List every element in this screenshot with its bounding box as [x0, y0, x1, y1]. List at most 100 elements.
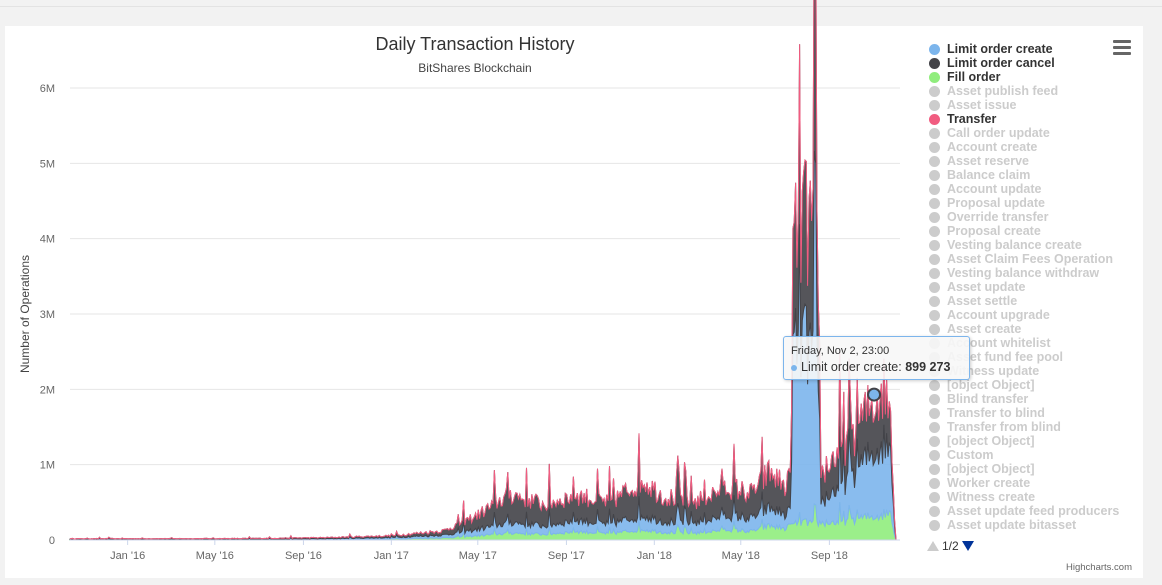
tooltip-line: Limit order create: 899 273: [791, 360, 950, 374]
legend-item[interactable]: [object Object]: [924, 462, 1134, 476]
legend-marker-icon: [929, 57, 940, 69]
legend-item[interactable]: Limit order cancel: [924, 56, 1134, 70]
legend-marker-icon: [929, 421, 940, 433]
legend-item[interactable]: Transfer: [924, 112, 1134, 126]
legend-item[interactable]: Asset issue: [924, 98, 1134, 112]
x-tick-label: Sep '16: [285, 550, 322, 562]
legend-marker-icon: [929, 225, 940, 237]
tooltip-separator: :: [898, 360, 906, 374]
legend-label: [object Object]: [947, 434, 1035, 448]
legend-label: Transfer to blind: [947, 406, 1045, 420]
legend-item[interactable]: Balance claim: [924, 168, 1134, 182]
legend-page-up-arrow[interactable]: [927, 541, 939, 551]
legend-marker-icon: [929, 393, 940, 405]
legend-item[interactable]: Worker create: [924, 476, 1134, 490]
legend-marker-icon: [929, 449, 940, 461]
legend-label: [object Object]: [947, 378, 1035, 392]
legend-label: Fill order: [947, 70, 1001, 84]
legend-label: Asset publish feed: [947, 84, 1059, 98]
legend-page-indicator: 1/2: [942, 539, 959, 553]
legend-marker-icon: [929, 323, 940, 335]
x-tick-label: May '16: [196, 550, 234, 562]
legend-page-down-arrow[interactable]: [961, 541, 974, 551]
legend: Limit order create Limit order cancel Fill…: [924, 42, 1134, 532]
legend-item[interactable]: Asset reserve: [924, 154, 1134, 168]
legend-item[interactable]: Asset update bitasset: [924, 518, 1134, 532]
legend-item[interactable]: Witness create: [924, 490, 1134, 504]
legend-item[interactable]: Vesting balance withdraw: [924, 266, 1134, 280]
legend-item[interactable]: Transfer from blind: [924, 420, 1134, 434]
y-tick-label: 1M: [40, 460, 55, 472]
legend-item[interactable]: Asset update feed producers: [924, 504, 1134, 518]
legend-label: Asset update feed producers: [947, 504, 1120, 518]
legend-item[interactable]: Limit order create: [924, 42, 1134, 56]
legend-label: Transfer from blind: [947, 420, 1061, 434]
legend-marker-icon: [929, 71, 940, 83]
legend-label: Asset update bitasset: [947, 518, 1077, 532]
y-tick-label: 0: [49, 535, 55, 547]
legend-label: Limit order cancel: [947, 56, 1055, 70]
legend-item[interactable]: Asset publish feed: [924, 84, 1134, 98]
legend-item[interactable]: Override transfer: [924, 210, 1134, 224]
legend-marker-icon: [929, 211, 940, 223]
series-area-limit-order-cancel[interactable]: [69, 0, 900, 541]
legend-marker-icon: [929, 183, 940, 195]
legend-marker-icon: [929, 407, 940, 419]
legend-label: Balance claim: [947, 168, 1031, 182]
legend-label: Limit order create: [947, 42, 1053, 56]
legend-item[interactable]: Vesting balance create: [924, 238, 1134, 252]
legend-marker-icon: [929, 281, 940, 293]
legend-navigation: 1/2: [927, 539, 974, 553]
legend-item[interactable]: Proposal create: [924, 224, 1134, 238]
tooltip-date: Friday, Nov 2, 23:00: [791, 345, 890, 357]
legend-marker-icon: [929, 309, 940, 321]
highlight-point[interactable]: [867, 387, 882, 402]
credits-link[interactable]: Highcharts.com: [1066, 562, 1132, 573]
legend-marker-icon: [929, 197, 940, 209]
legend-marker-icon: [929, 267, 940, 279]
legend-item[interactable]: Asset update: [924, 280, 1134, 294]
legend-item[interactable]: [object Object]: [924, 378, 1134, 392]
legend-item[interactable]: Fill order: [924, 70, 1134, 84]
legend-item[interactable]: Transfer to blind: [924, 406, 1134, 420]
x-tick-label: May '17: [459, 550, 497, 562]
legend-label: [object Object]: [947, 462, 1035, 476]
chart-title: Daily Transaction History: [375, 34, 574, 54]
legend-marker-icon: [929, 169, 940, 181]
legend-item[interactable]: [object Object]: [924, 434, 1134, 448]
tooltip-value: 899 273: [905, 360, 951, 374]
legend-item[interactable]: Account upgrade: [924, 308, 1134, 322]
legend-item[interactable]: Asset settle: [924, 294, 1134, 308]
legend-label: Asset create: [947, 322, 1022, 336]
legend-marker-icon: [929, 379, 940, 391]
legend-label: Asset issue: [947, 98, 1017, 112]
legend-label: Asset Claim Fees Operation: [947, 252, 1114, 266]
y-axis-ticks: 0 1M 2M 3M 4M 5M 6M: [40, 83, 55, 547]
series-area-transfer[interactable]: [69, 0, 900, 541]
legend-item[interactable]: Call order update: [924, 126, 1134, 140]
legend-label: Proposal create: [947, 224, 1041, 238]
legend-item[interactable]: Blind transfer: [924, 392, 1134, 406]
legend-label: Witness create: [947, 490, 1036, 504]
legend-label: Account whitelist: [947, 336, 1051, 350]
legend-item[interactable]: Asset Claim Fees Operation: [924, 252, 1134, 266]
legend-item[interactable]: Account create: [924, 140, 1134, 154]
legend-item[interactable]: Proposal update: [924, 196, 1134, 210]
tooltip-series-dot: [791, 364, 797, 371]
legend-label: Worker create: [947, 476, 1031, 490]
legend-marker-icon: [929, 435, 940, 447]
legend-marker-icon: [929, 141, 940, 153]
legend-item[interactable]: Account update: [924, 182, 1134, 196]
legend-marker-icon: [929, 463, 940, 475]
legend-item[interactable]: Asset create: [924, 322, 1134, 336]
chart-menu-icon[interactable]: [1113, 40, 1131, 56]
x-tick-label: Jan '17: [374, 550, 409, 562]
y-tick-label: 3M: [40, 309, 55, 321]
legend-marker-icon: [929, 239, 940, 251]
legend-marker-icon: [929, 155, 940, 167]
legend-label: Override transfer: [947, 210, 1049, 224]
legend-label: Vesting balance create: [947, 238, 1082, 252]
legend-label: Witness update: [947, 364, 1040, 378]
legend-item[interactable]: Custom: [924, 448, 1134, 462]
series-areas[interactable]: [69, 0, 900, 541]
